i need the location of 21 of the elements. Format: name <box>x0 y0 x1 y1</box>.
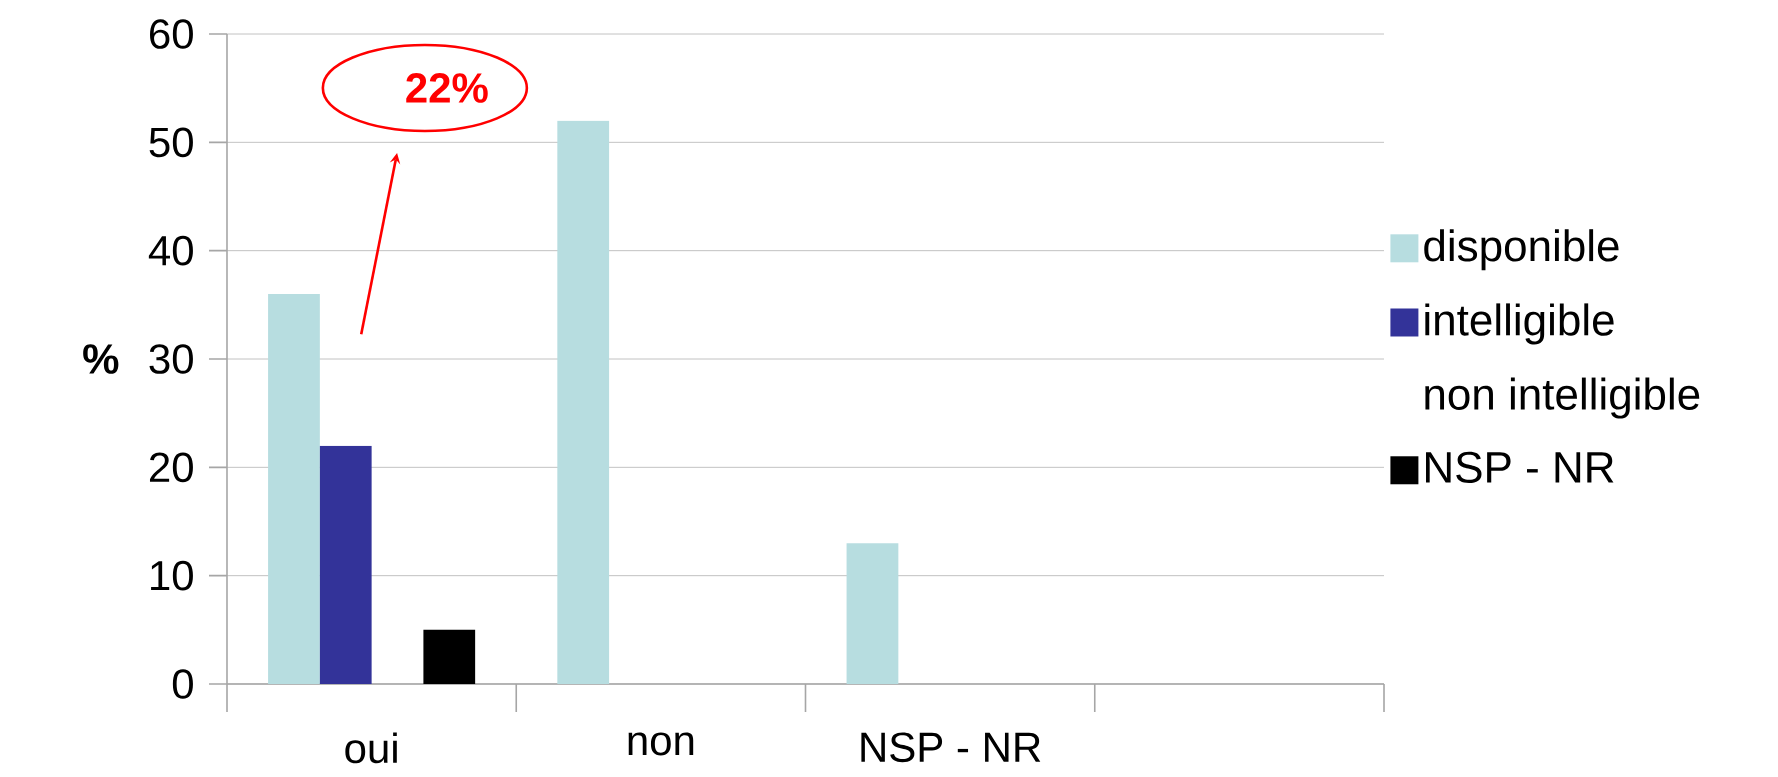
x-tick-label: non <box>628 732 694 756</box>
y-tick-label: 0 <box>172 669 193 699</box>
y-tick-label: 60 <box>150 19 193 49</box>
y-tick-label: 40 <box>148 235 193 266</box>
legend-label: NSP - NR <box>1426 451 1614 483</box>
y-axis-title: % <box>83 344 119 374</box>
x-tick-label: NSP - NR <box>861 732 1041 763</box>
x-tick-label: oui <box>345 732 397 764</box>
y-tick-label: 30 <box>149 344 193 374</box>
legend-label: intelligible <box>1425 303 1614 345</box>
annotation: 22% <box>406 73 488 103</box>
legend-label: disponible <box>1424 229 1619 271</box>
y-tick-label: 20 <box>149 452 193 483</box>
bar <box>846 543 899 684</box>
y-tick-label: 50 <box>149 127 193 158</box>
bar <box>319 445 372 684</box>
bar <box>268 294 320 684</box>
y-tick-label: 10 <box>151 560 193 591</box>
bar <box>423 629 476 684</box>
text: non intelligible <box>1425 377 1700 419</box>
bar <box>557 120 610 684</box>
